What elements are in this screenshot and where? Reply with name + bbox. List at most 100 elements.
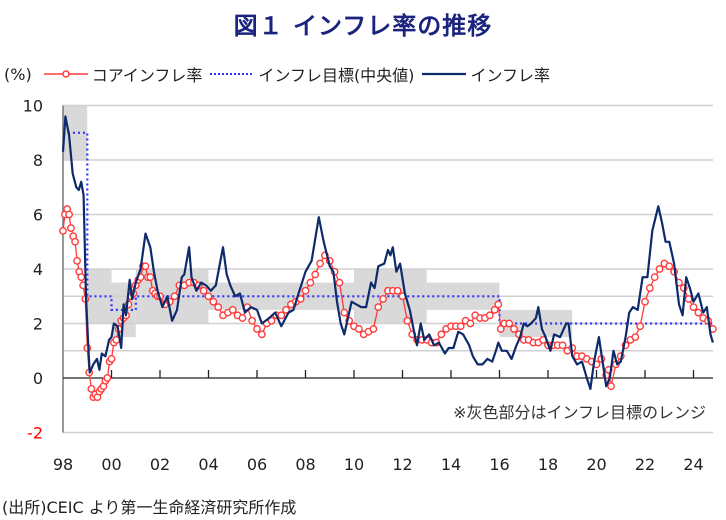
x-tick-label: 08 — [295, 455, 315, 474]
core-point — [437, 330, 446, 339]
x-tick-labels: 98 00 02 04 06 08 10 12 14 16 18 20 22 24 — [53, 455, 704, 474]
x-tick-label: 06 — [247, 455, 267, 474]
core-point — [645, 284, 654, 292]
x-tick-label: 98 — [53, 455, 73, 474]
core-point — [694, 308, 703, 317]
x-tick-label: 22 — [635, 455, 655, 474]
core-point — [67, 224, 75, 233]
core-point — [641, 297, 649, 306]
core-point — [665, 262, 674, 271]
x-tick-label: 02 — [150, 455, 170, 474]
y-tick-labels: 10 8 6 4 2 0 -2 — [23, 97, 43, 443]
core-point — [496, 325, 505, 333]
x-tick-label: 20 — [586, 455, 606, 474]
core-point — [369, 325, 378, 333]
legend-label-headline: インフレ率 — [470, 66, 550, 85]
y-tick-label: 8 — [33, 151, 43, 170]
core-point — [340, 308, 349, 317]
core-point — [170, 292, 179, 301]
x-tick-label: 24 — [683, 455, 703, 474]
core-point — [301, 286, 310, 295]
core-point — [684, 295, 693, 303]
x-tick-label: 18 — [538, 455, 558, 474]
core-point — [607, 382, 615, 391]
y-tick-label: 6 — [33, 206, 43, 225]
core-point — [403, 316, 412, 325]
core-point — [107, 355, 116, 363]
core-point — [103, 374, 112, 382]
core-point — [558, 341, 567, 350]
core-point — [71, 237, 80, 246]
legend-swatch-target — [210, 73, 255, 75]
legend-item-headline: インフレ率 — [422, 62, 550, 86]
core-point — [199, 286, 208, 295]
core-point — [494, 300, 503, 309]
core-point — [141, 262, 150, 271]
x-tick-label: 12 — [392, 455, 412, 474]
core-point — [379, 295, 387, 303]
legend-label-target: インフレ目標(中央値) — [258, 66, 415, 85]
series-headline — [61, 115, 714, 390]
source-note: (出所)CEIC より第一生命経済研究所作成 — [2, 498, 297, 517]
core-point — [209, 297, 218, 306]
core-point — [631, 333, 640, 342]
core-point — [655, 265, 664, 273]
legend-item-target: インフレ目標(中央値) — [210, 62, 414, 86]
core-point — [466, 319, 475, 328]
legend-label-core: コアインフレ率 — [91, 66, 203, 85]
core-point — [238, 314, 247, 322]
x-tick-label: 04 — [198, 455, 218, 474]
core-point — [248, 316, 257, 325]
headline-line — [61, 115, 714, 390]
core-point — [267, 316, 276, 325]
x-tick-label: 00 — [101, 455, 121, 474]
core-point — [510, 325, 518, 333]
y-tick-label: 2 — [33, 315, 43, 334]
core-point — [335, 278, 344, 287]
core-point — [689, 303, 698, 312]
core-point — [253, 325, 261, 333]
x-tick-label: 10 — [344, 455, 364, 474]
core-point — [490, 305, 499, 314]
core-point — [65, 210, 73, 219]
core-point — [306, 278, 315, 287]
core-point — [87, 384, 96, 393]
core-point — [505, 319, 514, 328]
core-point — [316, 259, 324, 268]
core-point — [374, 303, 383, 312]
y-tick-label: -2 — [27, 424, 43, 443]
core-point — [282, 305, 290, 314]
y-tick-label: 10 — [23, 97, 43, 116]
legend: (%) コアインフレ率 インフレ目標(中央値) インフレ率 — [4, 62, 558, 86]
core-point — [257, 330, 266, 339]
core-point — [393, 286, 402, 295]
chart-title: 図１ インフレ率の推移 — [233, 12, 493, 40]
x-tick-label: 14 — [441, 455, 461, 474]
core-point — [311, 270, 320, 279]
core-point — [73, 256, 81, 265]
series-target — [63, 131, 715, 325]
y-axis-unit-label: (%) — [4, 64, 32, 84]
core-point — [77, 273, 86, 282]
range-annotation: ※灰色部分はインフレ目標のレンジ — [453, 403, 706, 422]
x-tick-label: 16 — [489, 455, 509, 474]
core-point — [228, 305, 237, 314]
core-point — [650, 273, 659, 282]
core-point — [277, 311, 286, 320]
core-point — [59, 226, 67, 235]
gridlines — [63, 104, 713, 434]
y-tick-label: 4 — [33, 260, 43, 279]
core-point — [214, 303, 223, 312]
target-line — [63, 131, 715, 325]
legend-item-core: コアインフレ率 — [43, 62, 203, 86]
core-point — [485, 311, 494, 320]
y-tick-label: 0 — [33, 369, 43, 388]
core-point — [456, 322, 465, 331]
legend-swatch-headline — [422, 72, 467, 76]
legend-swatch-core — [43, 70, 88, 78]
core-point — [204, 292, 213, 301]
core-point — [146, 273, 155, 282]
core-point — [636, 322, 645, 331]
core-point — [354, 325, 363, 333]
